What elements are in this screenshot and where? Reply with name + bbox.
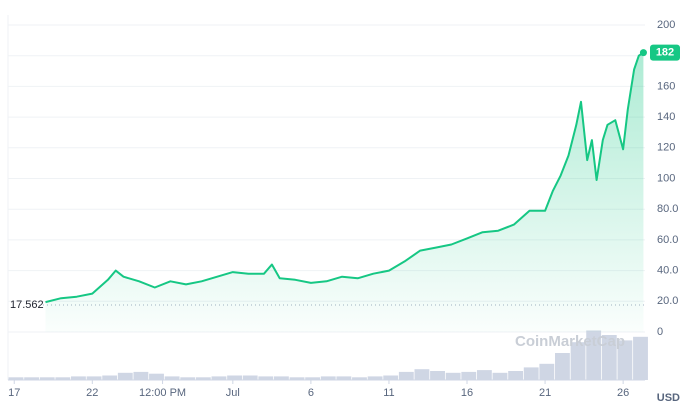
volume-bar <box>102 375 118 380</box>
volume-bar <box>24 377 40 380</box>
x-tick-label: 12:00 PM <box>139 387 186 399</box>
volume-bar <box>601 335 617 380</box>
volume-bar <box>273 376 289 380</box>
volume-bar <box>398 371 414 380</box>
volume-bar <box>86 376 102 380</box>
volume-bar <box>117 372 133 380</box>
volume-bar <box>461 371 477 380</box>
y-tick-label: 60.0 <box>657 234 678 246</box>
x-tick-label: 22 <box>86 387 98 399</box>
start-price-label: 17.562 <box>10 299 44 311</box>
volume-bar <box>211 376 227 380</box>
volume-bar <box>305 377 321 380</box>
price-line <box>45 51 644 304</box>
volume-bar <box>476 370 492 380</box>
volume-bar <box>570 342 586 380</box>
y-tick-label: 20.0 <box>657 295 678 307</box>
volume-bar <box>633 336 648 380</box>
volume-bar <box>367 376 383 380</box>
volume-bar <box>242 375 258 380</box>
x-tick-label: 26 <box>617 387 629 399</box>
last-price-badge <box>650 44 680 61</box>
volume-bar <box>71 376 86 380</box>
volume-bar <box>445 372 461 380</box>
volume-bar <box>180 377 196 380</box>
volume-bar <box>555 353 570 380</box>
x-tick-label: 21 <box>539 387 551 399</box>
volume-bar <box>289 377 305 380</box>
watermark: CoinMarketCap <box>515 333 625 350</box>
volume-bar <box>523 367 539 380</box>
volume-bar <box>149 373 164 380</box>
volume-bar <box>383 375 399 380</box>
y-tick-label: 120 <box>657 142 675 154</box>
volume-bar <box>352 377 367 380</box>
volume-bar <box>492 372 508 380</box>
volume-bar <box>133 371 149 380</box>
volume-bar <box>617 340 633 380</box>
volume-bar <box>39 377 55 380</box>
volume-bar <box>430 371 445 380</box>
x-tick-label: Jul <box>226 387 240 399</box>
y-tick-label: 200 <box>657 19 675 31</box>
y-tick-label: 140 <box>657 111 675 123</box>
volume-bar <box>8 377 24 380</box>
volume-bar <box>539 363 555 380</box>
volume-bar <box>258 376 274 380</box>
x-tick-label: 11 <box>383 387 394 399</box>
y-tick-label: 40.0 <box>657 265 678 277</box>
last-price-label: 182 <box>656 47 674 59</box>
x-tick-label: 16 <box>461 387 473 399</box>
last-point <box>639 49 647 57</box>
y-tick-label: 0 <box>657 326 663 338</box>
volume-bar <box>508 371 524 380</box>
y-tick-label: 100 <box>657 172 675 184</box>
volume-bar <box>414 369 430 380</box>
y-tick-label: 80.0 <box>657 203 678 215</box>
volume-bar <box>55 377 71 380</box>
volume-bar <box>227 375 242 380</box>
volume-bar <box>336 376 352 380</box>
y-tick-label: 160 <box>657 80 675 92</box>
volume-bar <box>195 377 211 380</box>
x-tick-label: 6 <box>308 387 314 399</box>
volume-bar <box>164 376 180 380</box>
volume-bar <box>320 376 336 380</box>
currency-label: USD <box>657 392 680 404</box>
price-area <box>45 52 644 332</box>
volume-bar <box>586 330 602 380</box>
x-tick-label: 17 <box>8 387 20 399</box>
